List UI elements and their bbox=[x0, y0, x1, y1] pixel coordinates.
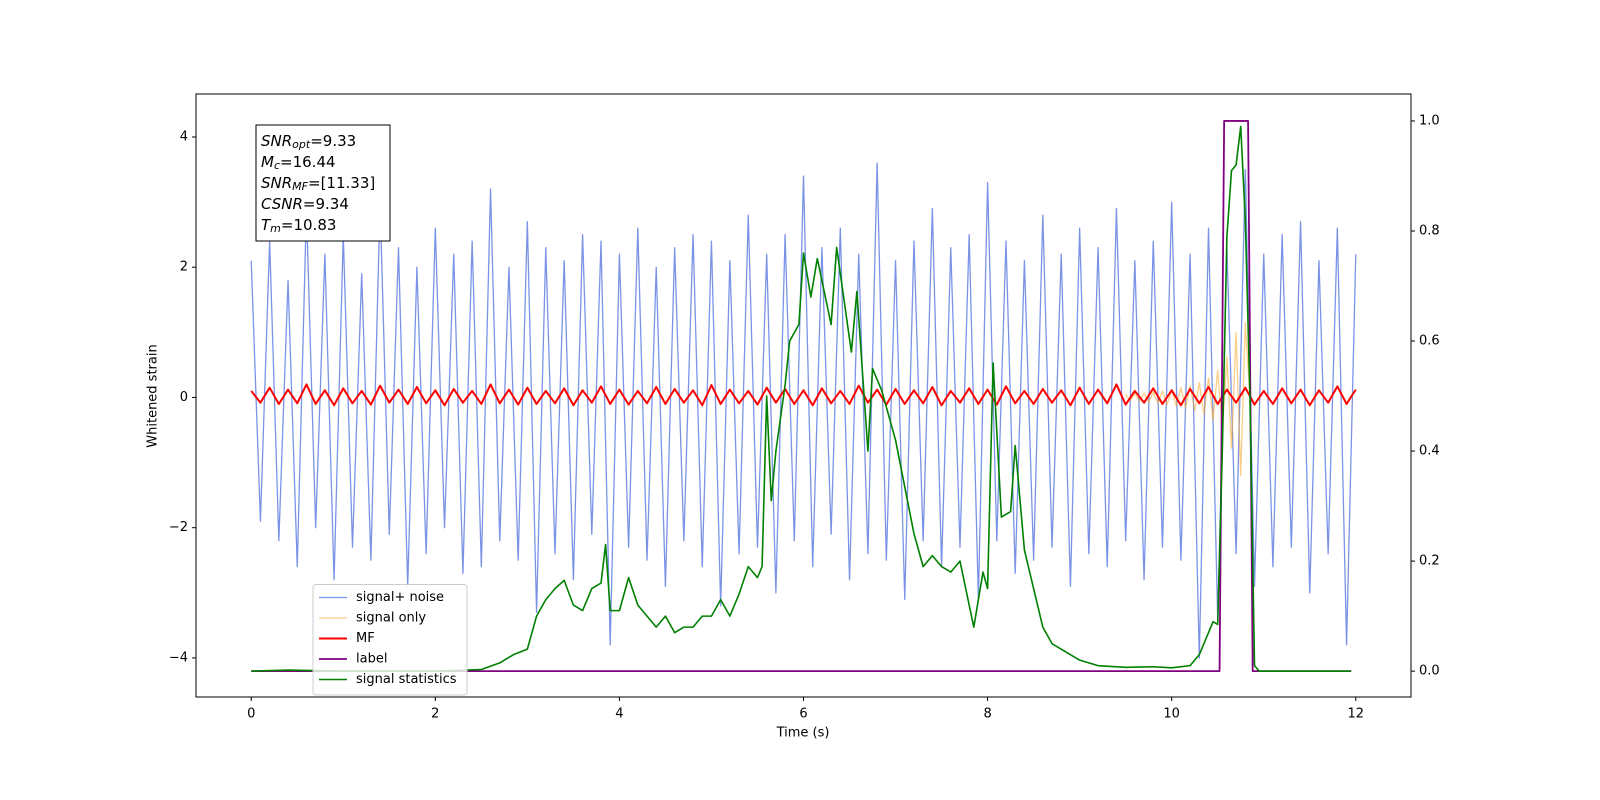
series-line bbox=[250, 383, 1357, 407]
y2-tick-label: 0.0 bbox=[1419, 664, 1440, 679]
annotation-subscript: m bbox=[270, 222, 281, 235]
x-tick-label: 6 bbox=[799, 707, 807, 722]
y2-tick-label: 0.8 bbox=[1419, 223, 1440, 238]
annotation-box: SNRopt=9.33Mc=16.44SNRMF=[11.33]CSNR=9.3… bbox=[255, 124, 391, 242]
legend: signal+ noise signal only MF label signal st… bbox=[312, 584, 468, 696]
annotation-symbol: SNR bbox=[261, 174, 292, 192]
annotation-value: =9.34 bbox=[303, 195, 349, 213]
y-tick-label: −4 bbox=[169, 650, 188, 665]
legend-label: signal only bbox=[356, 611, 426, 626]
annotation-symbol: SNR bbox=[261, 132, 292, 150]
plot-area bbox=[250, 120, 1357, 673]
y-tick-label: 4 bbox=[180, 129, 188, 144]
y-tick-label: 0 bbox=[180, 390, 188, 405]
x-tick-label: 4 bbox=[615, 707, 623, 722]
annotation-subscript: MF bbox=[292, 180, 308, 193]
annotation-line: Mc=16.44 bbox=[261, 153, 336, 173]
y-tick-label: 2 bbox=[180, 260, 188, 275]
annotation-value: =16.44 bbox=[280, 153, 336, 171]
annotation-value: =[11.33] bbox=[308, 174, 375, 192]
legend-label: label bbox=[356, 652, 387, 667]
x-tick-label: 0 bbox=[247, 707, 255, 722]
x-axis-label: Time (s) bbox=[776, 726, 830, 741]
series-line bbox=[251, 125, 1352, 672]
x-tick-label: 2 bbox=[431, 707, 439, 722]
annotation-frame bbox=[255, 124, 391, 242]
annotation-line: SNRopt=9.33 bbox=[261, 132, 356, 152]
annotation-symbol: CSNR bbox=[261, 195, 303, 213]
annotation-value: =10.83 bbox=[281, 216, 337, 234]
annotation-line: CSNR=9.34 bbox=[261, 195, 349, 213]
annotation-line: SNRMF=[11.33] bbox=[261, 174, 375, 194]
annotation-value: =9.33 bbox=[310, 132, 356, 150]
annotation-subscript: c bbox=[274, 159, 280, 172]
legend-label: MF bbox=[356, 631, 375, 646]
annotation-line: Tm=10.83 bbox=[261, 216, 336, 236]
y2-tick-label: 0.2 bbox=[1419, 554, 1440, 569]
y2-tick-label: 0.4 bbox=[1419, 444, 1440, 459]
annotation-subscript: opt bbox=[292, 138, 311, 151]
y2-tick-label: 0.6 bbox=[1419, 334, 1440, 349]
annotation-symbol: M bbox=[261, 153, 274, 171]
x-tick-label: 10 bbox=[1163, 707, 1180, 722]
x-tick-label: 8 bbox=[983, 707, 991, 722]
y2-tick-label: 1.0 bbox=[1419, 113, 1440, 128]
legend-label: signal statistics bbox=[356, 672, 457, 687]
legend-label: signal+ noise bbox=[356, 590, 444, 605]
series-line bbox=[250, 162, 1357, 659]
x-tick-label: 12 bbox=[1347, 707, 1364, 722]
y-tick-label: −2 bbox=[169, 520, 188, 535]
y-axis-label: Whitened strain bbox=[146, 344, 161, 447]
legend-frame bbox=[312, 584, 468, 696]
annotation-symbol: T bbox=[261, 216, 272, 234]
